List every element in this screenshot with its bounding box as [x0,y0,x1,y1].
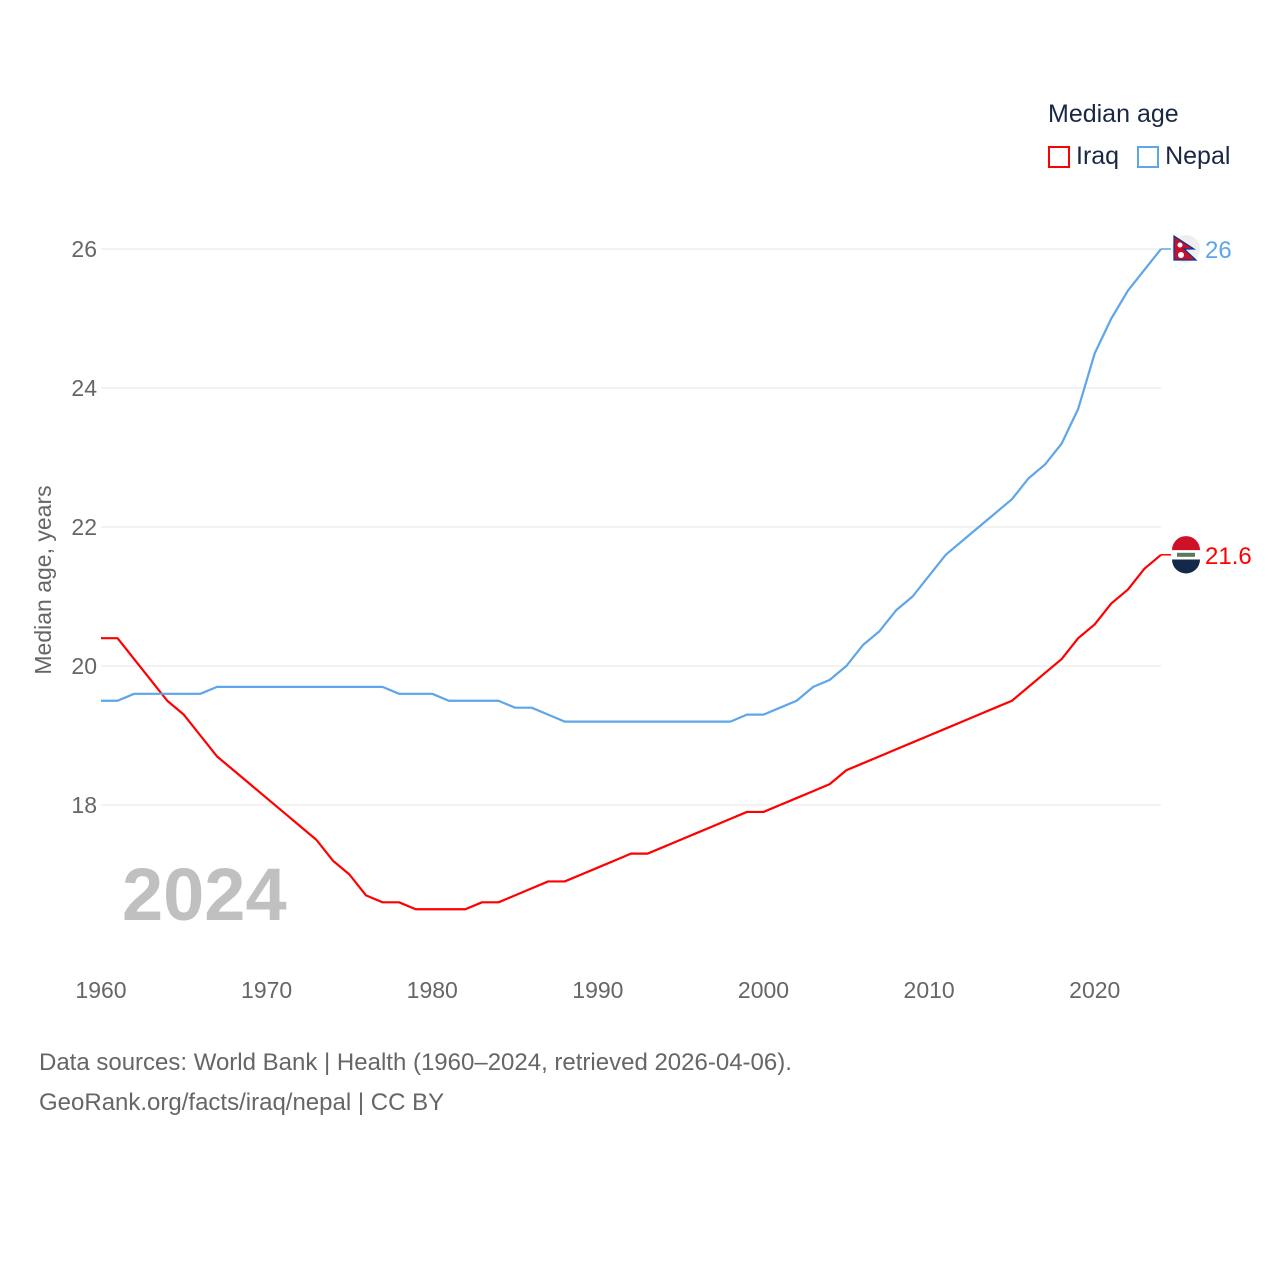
y-tick-label: 24 [71,375,97,401]
footer: Data sources: World Bank | Health (1960–… [39,1043,792,1123]
x-tick-label: 1980 [407,977,458,1003]
end-value-label-iraq: 21.6 [1205,543,1252,570]
iraq-flag-icon [1172,536,1200,574]
series-line-nepal [101,248,1162,723]
flag-red-band [1172,536,1200,551]
nepal-flag-icon [1172,234,1200,263]
legend: Iraq Nepal [1048,142,1230,171]
y-tick-label: 18 [71,792,97,818]
x-tick-label: 1990 [572,977,623,1003]
x-tick-label: 2020 [1069,977,1120,1003]
flag-script [1177,552,1195,557]
series-line-iraq [101,553,1162,911]
source-link[interactable]: GeoRank.org/facts/iraq/nepal | CC BY [39,1089,445,1116]
flag-sun [1178,252,1184,258]
legend-swatch-iraq [1048,145,1070,168]
flag-black-band [1172,559,1200,574]
y-tick-label: 20 [71,653,97,679]
legend-label-iraq: Iraq [1076,142,1120,170]
legend-item-nepal[interactable]: Nepal [1137,142,1230,171]
end-value-label-nepal: 26 [1205,237,1232,264]
x-tick-label: 2010 [904,977,955,1003]
y-axis-label: Median age, years [30,485,56,674]
x-tick-label: 1970 [241,977,292,1003]
legend-swatch-nepal [1137,145,1160,168]
flag-moon [1177,242,1183,248]
data-source-text: Data sources: World Bank | Health (1960–… [39,1049,792,1076]
y-tick-label: 26 [71,236,97,262]
x-tick-label: 1960 [75,977,126,1003]
x-tick-label: 2000 [738,977,789,1003]
legend-item-iraq[interactable]: Iraq [1048,142,1119,171]
year-label: 2024 [122,853,287,936]
legend-title: Median age [1048,100,1179,128]
y-tick-label: 22 [71,514,97,540]
legend-label-nepal: Nepal [1165,142,1231,170]
